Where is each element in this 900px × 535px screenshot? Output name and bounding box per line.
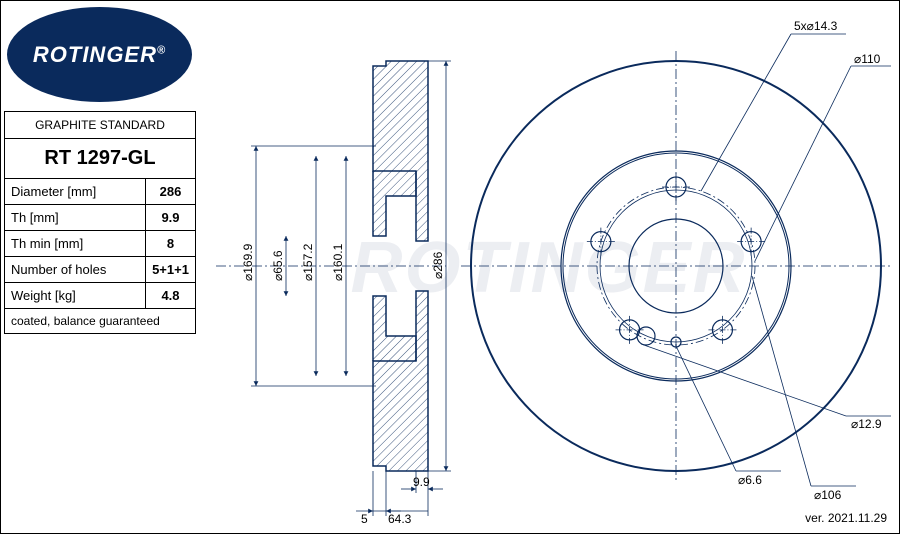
table-row: Weight [kg]4.8	[5, 283, 196, 309]
table-row: Number of holes5+1+1	[5, 257, 196, 283]
brand-name: ROTINGER®	[33, 42, 166, 68]
brand-logo: ROTINGER®	[7, 7, 192, 102]
version-label: ver. 2021.11.29	[805, 511, 887, 525]
svg-text:9.9: 9.9	[413, 475, 430, 489]
svg-text:5x⌀14.3: 5x⌀14.3	[794, 19, 838, 33]
drawing-svg: ⌀169.9 ⌀65.6 ⌀157.2 ⌀160.1 ⌀286 5 9.9 64…	[196, 1, 900, 535]
table-row: Th min [mm]8	[5, 231, 196, 257]
svg-text:⌀160.1: ⌀160.1	[331, 243, 345, 281]
svg-text:⌀169.9: ⌀169.9	[241, 243, 255, 281]
spec-note: coated, balance guaranteed	[4, 309, 196, 334]
spec-panel: GRAPHITE STANDARD RT 1297-GL Diameter [m…	[4, 111, 196, 334]
svg-text:64.3: 64.3	[388, 512, 412, 526]
svg-text:⌀157.2: ⌀157.2	[301, 243, 315, 281]
svg-text:⌀6.6: ⌀6.6	[738, 473, 762, 487]
svg-text:⌀12.9: ⌀12.9	[851, 417, 882, 431]
table-row: Th [mm]9.9	[5, 205, 196, 231]
svg-text:5: 5	[361, 512, 368, 526]
spec-table: Diameter [mm]286 Th [mm]9.9 Th min [mm]8…	[4, 179, 196, 309]
table-row: Diameter [mm]286	[5, 179, 196, 205]
svg-text:⌀65.6: ⌀65.6	[271, 250, 285, 281]
svg-text:⌀106: ⌀106	[814, 488, 842, 502]
svg-text:⌀110: ⌀110	[854, 52, 881, 66]
cross-section: ⌀169.9 ⌀65.6 ⌀157.2 ⌀160.1 ⌀286 5 9.9 64…	[216, 61, 451, 526]
front-view: 5x⌀14.3 ⌀110 ⌀6.6 ⌀106 ⌀12.9	[461, 19, 891, 502]
part-number: RT 1297-GL	[4, 138, 196, 179]
standard-label: GRAPHITE STANDARD	[4, 111, 196, 138]
svg-text:⌀286: ⌀286	[431, 251, 445, 279]
technical-drawing: ROTINGER	[196, 1, 900, 535]
